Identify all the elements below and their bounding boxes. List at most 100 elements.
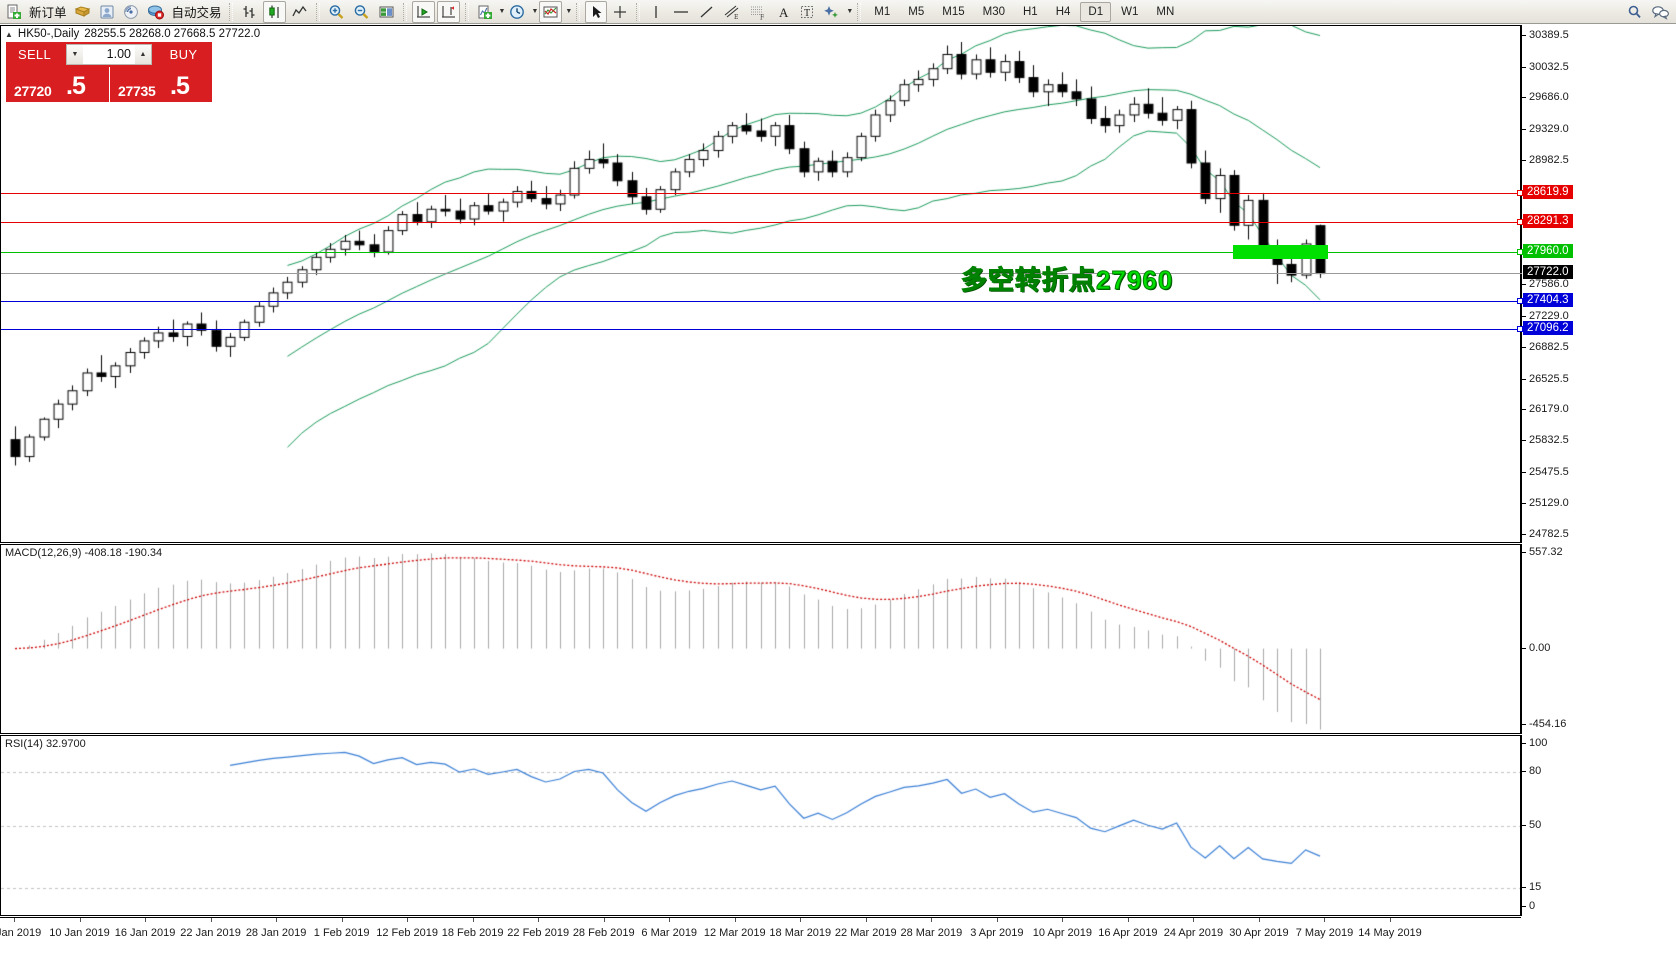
price-tag-27096-2[interactable]: 27096.2	[1523, 320, 1573, 335]
price-tick: 25475.5	[1522, 466, 1569, 478]
line-chart-icon[interactable]	[288, 1, 311, 23]
macd-canvas[interactable]	[1, 545, 1520, 733]
date-tick	[1062, 918, 1064, 922]
templates-icon[interactable]	[539, 0, 563, 23]
date-label: 3 Apr 2019	[970, 927, 1024, 939]
level-handle[interactable]	[1517, 219, 1523, 226]
date-axis[interactable]: 4 Jan 2019 10 Jan 2019 16 Jan 2019 22 Jan 2…	[0, 917, 1521, 954]
timeframe-h4[interactable]: H4	[1055, 5, 1071, 18]
chart-shift-icon[interactable]	[411, 0, 435, 23]
shapes-dropdown-caret[interactable]: ▼	[846, 8, 854, 15]
indicators-dropdown-caret[interactable]: ▼	[498, 8, 506, 15]
chart-symbol-label: HK50-,Daily	[17, 28, 80, 40]
price-chart-canvas[interactable]	[1, 26, 1520, 542]
text-icon[interactable]: A	[772, 1, 794, 23]
timeframe-m1[interactable]: M1	[874, 5, 891, 18]
volume-decrease-button[interactable]: ▼	[67, 45, 83, 64]
candlestick-icon[interactable]	[262, 0, 286, 23]
toolbar-separator-2	[315, 2, 320, 21]
date-label: 14 May 2019	[1358, 927, 1422, 939]
level-handle[interactable]	[1517, 248, 1523, 255]
rsi-panel[interactable]: RSI(14) 32.9700	[0, 735, 1521, 916]
toolbar-separator-6	[636, 2, 641, 21]
price-tick: 25129.0	[1522, 497, 1569, 509]
zoom-out-icon[interactable]	[350, 1, 373, 23]
fibonacci-icon[interactable]: F	[746, 1, 770, 23]
date-tick	[407, 918, 409, 922]
new-order-icon[interactable]	[3, 1, 25, 23]
periods-icon[interactable]	[506, 1, 528, 23]
date-tick	[79, 918, 81, 922]
price-tick: 29329.0	[1522, 123, 1569, 135]
date-tick	[669, 918, 671, 922]
crosshair-icon[interactable]	[609, 1, 631, 23]
sell-price-cell[interactable]: 27720 .5	[6, 67, 109, 102]
rsi-label: RSI(14) 32.9700	[5, 738, 86, 750]
equidistant-icon[interactable]: E	[720, 1, 744, 23]
search-icon[interactable]	[1623, 1, 1646, 23]
date-tick	[734, 918, 736, 922]
level-handle[interactable]	[1517, 190, 1523, 197]
rsi-canvas[interactable]	[1, 736, 1520, 915]
price-tag-28619-9[interactable]: 28619.9	[1523, 185, 1573, 200]
one-click-trade-panel[interactable]: SELL ▼ 1.00 ▲ BUY 27720 .5	[6, 42, 212, 102]
timeframe-w1[interactable]: W1	[1121, 5, 1139, 18]
price-tick: 28982.5	[1522, 154, 1569, 166]
timeframe-h1[interactable]: H1	[1023, 5, 1038, 18]
autotrade-icon[interactable]	[144, 1, 168, 23]
volume-input[interactable]: 1.00	[83, 45, 135, 64]
rsi-tick: 0	[1522, 900, 1535, 912]
macd-panel[interactable]: MACD(12,26,9) -408.18 -190.34	[0, 544, 1521, 734]
profile-icon[interactable]	[96, 1, 118, 23]
price-tick: 27229.0	[1522, 310, 1569, 322]
timeframe-d1[interactable]: D1	[1080, 1, 1112, 22]
price-tick: 30389.5	[1522, 29, 1569, 41]
date-tick	[1324, 918, 1326, 922]
timeframe-mn[interactable]: MN	[1156, 5, 1175, 18]
vline-icon[interactable]	[645, 1, 667, 23]
trendline-icon[interactable]	[695, 1, 718, 23]
chart-minimize-icon[interactable]: ▲	[5, 29, 13, 39]
periods-dropdown-caret[interactable]: ▼	[531, 8, 539, 15]
indicators-icon[interactable]	[474, 1, 496, 23]
timeframe-m15[interactable]: M15	[942, 5, 965, 18]
new-order-label[interactable]: 新订单	[29, 6, 67, 20]
date-label: 24 Apr 2019	[1163, 927, 1224, 939]
timeframe-m5[interactable]: M5	[908, 5, 925, 18]
volume-box[interactable]: ▼ 1.00 ▲	[63, 42, 155, 67]
signal-icon[interactable]	[120, 1, 142, 23]
svg-text:E: E	[734, 14, 738, 20]
price-scale-macd[interactable]: 557.32 0.00 -454.16	[1521, 544, 1676, 734]
volume-increase-button[interactable]: ▲	[135, 45, 151, 64]
tile-windows-icon[interactable]	[375, 1, 398, 23]
rsi-tick: 100	[1522, 737, 1547, 749]
hline-icon[interactable]	[669, 1, 693, 23]
price-tag-27722-0[interactable]: 27722.0	[1523, 265, 1573, 280]
price-scale-rsi[interactable]: 100 80 50 15 0	[1521, 735, 1676, 916]
folder-icon[interactable]	[71, 1, 94, 23]
sell-button[interactable]: SELL	[6, 42, 63, 67]
price-tag-28291-3[interactable]: 28291.3	[1523, 214, 1573, 229]
price-tag-27960-0[interactable]: 27960.0	[1523, 243, 1573, 258]
autotrade-label[interactable]: 自动交易	[171, 6, 222, 20]
main-price-panel[interactable]: ▲ HK50-,Daily 28255.5 28268.0 27668.5 27…	[0, 25, 1523, 543]
price-tick: 25832.5	[1522, 434, 1569, 446]
shapes-icon[interactable]	[820, 1, 843, 23]
zoom-in-icon[interactable]	[325, 1, 348, 23]
bar-chart-icon[interactable]	[238, 1, 261, 23]
templates-dropdown-caret[interactable]: ▼	[565, 8, 573, 15]
price-scale-main[interactable]: 30389.5 30032.5 29686.0 29329.0 28982.5 28619…	[1521, 25, 1676, 543]
chat-icon[interactable]	[1648, 1, 1673, 23]
level-handle[interactable]	[1517, 298, 1523, 305]
volume-input-wrap[interactable]: ▼ 1.00 ▲	[66, 44, 152, 65]
chart-area[interactable]: ▲ HK50-,Daily 28255.5 28268.0 27668.5 27…	[0, 25, 1676, 954]
date-tick	[800, 918, 802, 922]
timeframe-m30[interactable]: M30	[982, 5, 1005, 18]
label-icon[interactable]: T	[796, 1, 818, 23]
auto-scroll-icon[interactable]	[436, 0, 460, 23]
price-tag-27404-3[interactable]: 27404.3	[1523, 293, 1573, 308]
level-handle[interactable]	[1517, 325, 1523, 332]
buy-button[interactable]: BUY	[155, 42, 212, 67]
cursor-icon[interactable]	[585, 0, 608, 23]
buy-price-cell[interactable]: 27735 .5	[109, 67, 212, 102]
